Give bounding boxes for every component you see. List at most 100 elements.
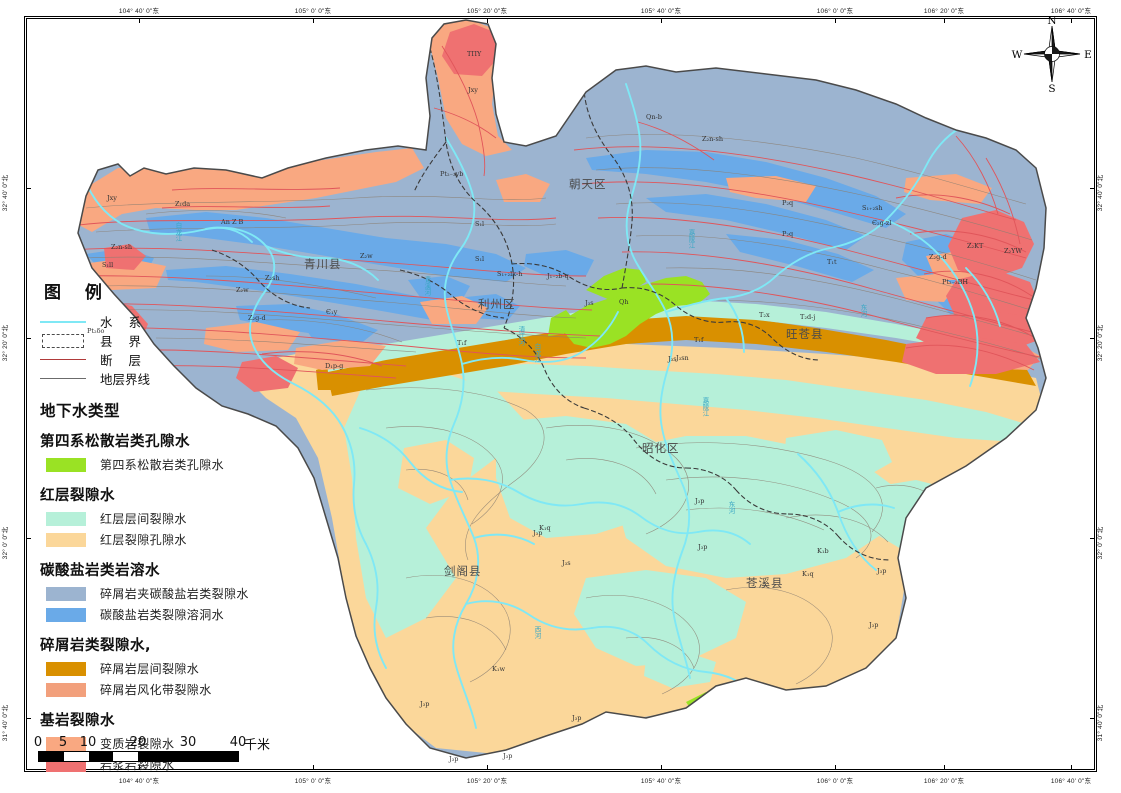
scale-unit-label: 千米 — [244, 737, 271, 752]
graticule-tick — [487, 765, 488, 770]
graticule-tick — [661, 18, 662, 23]
scale-tick-label: 10 — [79, 735, 97, 750]
legend-label: 水 系 — [100, 315, 147, 330]
graticule-tick — [139, 18, 140, 23]
longitude-tick-label: 104° 40' 0"东 — [118, 778, 160, 785]
latitude-tick-label: 32° 20' 0"北 — [2, 324, 9, 362]
graticule-tick — [26, 338, 31, 339]
longitude-tick-label: 106° 40' 0"东 — [1050, 778, 1092, 785]
graticule-tick — [944, 18, 945, 23]
scale-tick-label: 20 — [129, 735, 147, 750]
legend-item[interactable]: 红层裂隙孔隙水 — [40, 529, 290, 550]
latitude-tick-label: 32° 20' 0"北 — [1097, 324, 1104, 362]
legend-item-label: 变质岩裂隙水 — [100, 737, 175, 751]
compass-north-label: N — [1047, 15, 1056, 27]
legend-swatch — [46, 607, 86, 622]
legend-swatch — [46, 511, 86, 526]
legend-item-label: 碎屑岩夹碳酸盐岩类裂隙水 — [100, 587, 249, 601]
graticule-tick — [1090, 188, 1095, 189]
legend-swatch — [46, 661, 86, 676]
fault-icon — [40, 353, 86, 367]
county-boundary-icon — [40, 333, 86, 348]
legend-groups: 第四系松散岩类孔隙水 第四系松散岩类孔隙水 红层裂隙水 红层层间裂隙水 红层裂隙孔隙水碳… — [40, 430, 290, 775]
graticule-tick — [26, 538, 31, 539]
latitude-tick-label: 32° 0' 0"北 — [1097, 526, 1104, 560]
graticule-tick — [26, 718, 31, 719]
graticule-tick — [139, 765, 140, 770]
legend-line-county-boundary: 县 界 — [40, 331, 290, 350]
longitude-tick-label: 105° 20' 0"东 — [466, 8, 508, 15]
legend-item[interactable]: 碎屑岩夹碳酸盐岩类裂隙水 — [40, 583, 290, 604]
longitude-tick-label: 105° 40' 0"东 — [640, 778, 682, 785]
legend-label: 断 层 — [100, 353, 147, 368]
legend-line-water-system: 水 系 — [40, 312, 290, 331]
legend-item[interactable]: 变质岩裂隙水 — [40, 733, 290, 754]
legend-label: 地层界线 — [100, 372, 151, 387]
graticule-tick — [1071, 18, 1072, 23]
graticule-tick — [1090, 718, 1095, 719]
legend-item[interactable]: 第四系松散岩类孔隙水 — [40, 454, 290, 475]
longitude-tick-label: 105° 20' 0"东 — [466, 778, 508, 785]
legend-swatch — [46, 736, 86, 751]
legend-swatch — [46, 586, 86, 601]
graticule-tick — [835, 765, 836, 770]
scale-tick-label: 0 — [33, 735, 43, 750]
legend-swatch — [46, 682, 86, 697]
legend-group-heading: 基岩裂隙水 — [40, 713, 115, 729]
legend-item[interactable]: 碎屑岩风化带裂隙水 — [40, 679, 290, 700]
graticule-tick — [835, 18, 836, 23]
graticule-tick — [944, 765, 945, 770]
longitude-tick-label: 105° 40' 0"东 — [640, 8, 682, 15]
scale-tick-label: 30 — [179, 735, 197, 750]
legend-group-heading: 红层裂隙水 — [40, 488, 115, 504]
scale-tick-labels: 0 5 10 20 30 40 — [34, 735, 288, 751]
stratigraphic-lines — [85, 134, 1045, 695]
legend-group-heading: 碎屑岩类裂隙水, — [40, 638, 152, 654]
longitude-tick-label: 106° 0' 0"东 — [816, 8, 854, 15]
legend-section-title: 地下水类型 — [40, 402, 121, 420]
graticule-tick — [1071, 765, 1072, 770]
scale-bar: 0 5 10 20 30 40 千米 — [34, 735, 288, 762]
graticule-tick — [26, 188, 31, 189]
legend-title: 图 例 — [44, 283, 111, 303]
legend-item-label: 碎屑岩层间裂隙水 — [100, 662, 200, 676]
graticule-tick — [313, 765, 314, 770]
compass-rose: N S E W — [1010, 12, 1094, 96]
latitude-tick-label: 32° 40' 0"北 — [1097, 174, 1104, 212]
legend-item-label: 碎屑岩风化带裂隙水 — [100, 683, 212, 697]
legend-swatch — [46, 532, 86, 547]
longitude-tick-label: 106° 20' 0"东 — [923, 8, 965, 15]
graticule-tick — [487, 18, 488, 23]
legend-item[interactable]: 碎屑岩层间裂隙水 — [40, 658, 290, 679]
water-system-icon — [40, 315, 86, 329]
latitude-tick-label: 32° 40' 0"北 — [2, 174, 9, 212]
scale-tick-label: 40 — [229, 735, 247, 750]
legend-item-label: 碳酸盐岩类裂隙溶洞水 — [100, 608, 225, 622]
legend-group-heading: 第四系松散岩类孔隙水 — [40, 434, 190, 450]
legend-panel: 图 例 水 系 县 界 断 层 地层界线 地下水类型 第四系松散岩类孔隙水第四系… — [40, 278, 290, 775]
county-boundaries — [211, 47, 891, 561]
fault-lines — [78, 45, 1045, 379]
legend-item-label: 红层裂隙孔隙水 — [100, 533, 187, 547]
compass-west-label: W — [1012, 49, 1023, 61]
legend-group-heading: 碳酸盐岩类岩溶水 — [40, 563, 160, 579]
graticule-tick — [1090, 538, 1095, 539]
legend-line-fault: 断 层 — [40, 350, 290, 369]
latitude-tick-label: 31° 40' 0"北 — [2, 704, 9, 742]
graticule-tick — [1090, 338, 1095, 339]
longitude-tick-label: 106° 40' 0"东 — [1050, 8, 1092, 15]
legend-swatch — [46, 457, 86, 472]
longitude-tick-label: 106° 20' 0"东 — [923, 778, 965, 785]
legend-item[interactable]: 红层层间裂隙水 — [40, 508, 290, 529]
latitude-tick-label: 32° 0' 0"北 — [2, 526, 9, 560]
longitude-tick-label: 106° 0' 0"东 — [816, 778, 854, 785]
graticule-tick — [313, 18, 314, 23]
legend-label: 县 界 — [100, 334, 147, 349]
longitude-tick-label: 105° 0' 0"东 — [294, 778, 332, 785]
map-inner-neatline — [26, 18, 1095, 770]
graticule-tick — [661, 765, 662, 770]
legend-item-label: 红层层间裂隙水 — [100, 512, 187, 526]
latitude-tick-label: 31° 40' 0"北 — [1097, 704, 1104, 742]
legend-item[interactable]: 碳酸盐岩类裂隙溶洞水 — [40, 604, 290, 625]
